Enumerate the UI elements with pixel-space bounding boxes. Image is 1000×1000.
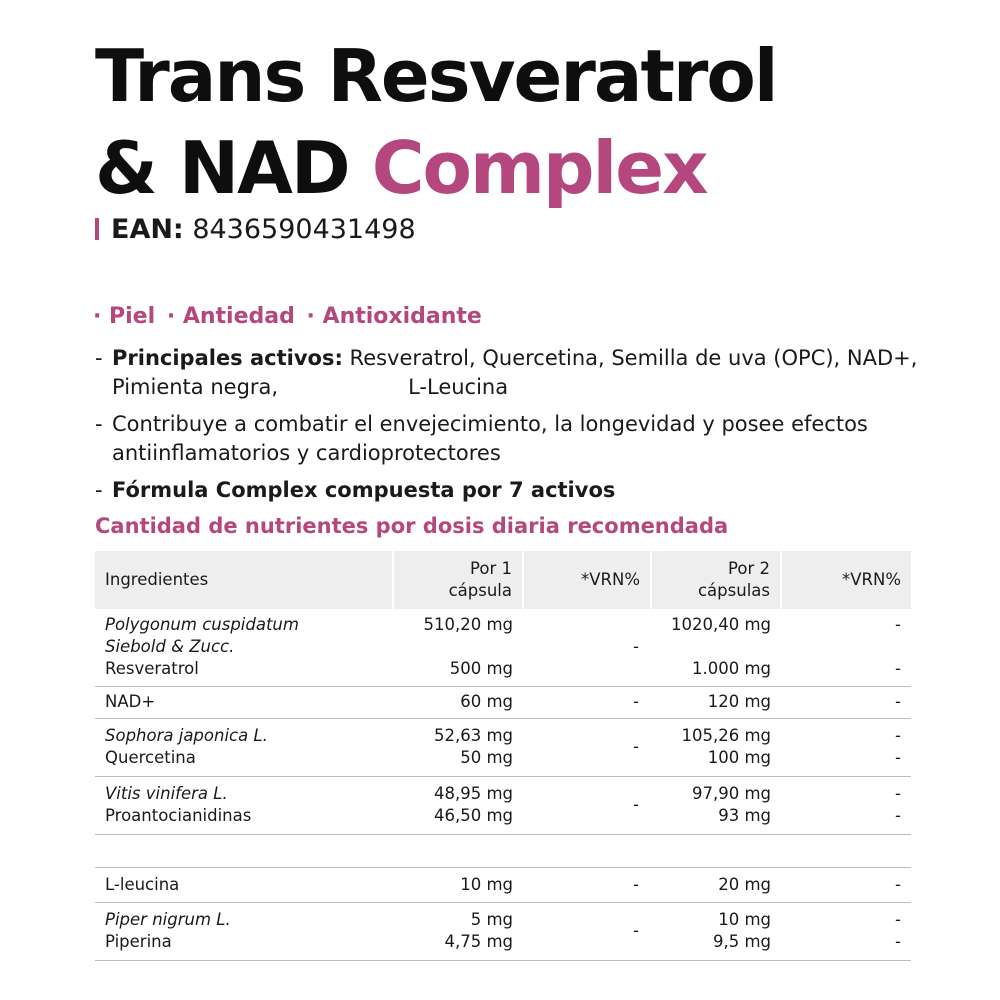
ingredient-cell: NAD+ [95, 686, 393, 719]
vrn-1-cell: - [523, 609, 651, 687]
ingredient-cell: Polygonum cuspidatum Siebold & Zucc. Res… [95, 609, 393, 687]
table-header-row: Ingredientes Por 1 cápsula *VRN% Por 2 cáp… [95, 551, 911, 609]
header-ingredients: Ingredientes [95, 551, 394, 609]
vrn-1-cell: - [523, 776, 651, 835]
feature-list: - Principales activos: Resveratrol, Quer… [95, 344, 955, 513]
vrn-2-cell: - [781, 686, 911, 719]
tag-piel: · Piel [93, 304, 156, 329]
table-row: L-leucina 10 mg - 20 mg - [95, 867, 911, 903]
header-vrn-2: *VRN% [781, 551, 911, 609]
ean-accent-bar [95, 218, 99, 240]
per-1-cell: 10 mg [393, 867, 523, 903]
product-title: Trans Resveratrol & NAD Complex [95, 30, 779, 214]
feature-item-actives: - Principales activos: Resveratrol, Quer… [95, 344, 955, 402]
dash: - [95, 346, 103, 370]
actives-line2b: L-Leucina [408, 375, 509, 399]
title-line-1: Trans Resveratrol [95, 34, 779, 118]
title-line-2b-accent: Complex [371, 126, 709, 210]
dash: - [95, 412, 103, 436]
ean-line: EAN: 8436590431498 [95, 212, 416, 248]
ingredient-cell: Piper nigrum L. Piperina [95, 902, 393, 961]
actives-line2a: Pimienta negra, [112, 375, 279, 399]
table-row: Piper nigrum L. Piperina 5 mg 4,75 mg - 10… [95, 902, 911, 961]
table-row: NAD+ 60 mg - 120 mg - [95, 686, 911, 719]
nutrients-heading: Cantidad de nutrientes por dosis diaria … [95, 514, 729, 538]
header-per-2: Por 2 cápsulas [651, 551, 782, 609]
ean-value: 8436590431498 [192, 214, 416, 245]
per-2-cell: 10 mg 9,5 mg [651, 902, 781, 961]
ingredient-cell: L-leucina [95, 867, 393, 903]
ingredient-cell: Sophora japonica L. Quercetina [95, 718, 393, 777]
feature-item-formula: - Fórmula Complex compuesta por 7 activo… [95, 476, 955, 505]
actives-text: Resveratrol, Quercetina, Semilla de uva … [342, 346, 918, 370]
vrn-2-cell: -- [781, 718, 911, 777]
table-row-empty [95, 834, 911, 868]
per-1-cell: 60 mg [393, 686, 523, 719]
title-line-2a: & NAD [95, 126, 351, 210]
actives-label: Principales activos: [112, 346, 343, 370]
per-1-cell: 510,20 mg 500 mg [393, 609, 523, 687]
vrn-1-cell: - [523, 686, 651, 719]
tag-antiedad: · Antiedad [166, 304, 295, 329]
tag-antioxidante: · Antioxidante [306, 304, 482, 329]
ingredient-cell: Vitis vinifera L. Proantocianidinas [95, 776, 393, 835]
per-1-cell: 5 mg 4,75 mg [393, 902, 523, 961]
per-2-cell: 97,90 mg 93 mg [651, 776, 781, 835]
per-1-cell: 48,95 mg 46,50 mg [393, 776, 523, 835]
vrn-2-cell: - [781, 867, 911, 903]
vrn-2-cell: -- [781, 902, 911, 961]
vrn-2-cell: -- [781, 776, 911, 835]
feature-item-benefits: - Contribuye a combatir el envejecimient… [95, 410, 955, 468]
vrn-1-cell: - [523, 867, 651, 903]
header-per-1: Por 1 cápsula [393, 551, 524, 609]
nutrients-table: Ingredientes Por 1 cápsula *VRN% Por 2 cáp… [95, 551, 911, 961]
table-row: Polygonum cuspidatum Siebold & Zucc. Res… [95, 609, 911, 687]
vrn-1-cell: - [523, 902, 651, 961]
per-2-cell: 105,26 mg 100 mg [651, 718, 781, 777]
header-vrn-1: *VRN% [523, 551, 652, 609]
dash: - [95, 478, 103, 502]
vrn-2-cell: - - [781, 609, 911, 687]
table-row: Vitis vinifera L. Proantocianidinas 48,95… [95, 776, 911, 835]
per-2-cell: 120 mg [651, 686, 781, 719]
benefits-line2: antiinflamatorios y cardioprotectores [112, 441, 501, 465]
per-1-cell: 52,63 mg 50 mg [393, 718, 523, 777]
per-2-cell: 1020,40 mg 1.000 mg [651, 609, 781, 687]
per-2-cell: 20 mg [651, 867, 781, 903]
benefits-line1: Contribuye a combatir el envejecimiento,… [112, 412, 868, 436]
vrn-1-cell: - [523, 718, 651, 777]
formula-text: Fórmula Complex compuesta por 7 activos [112, 478, 616, 502]
benefit-tags: · Piel · Antiedad · Antioxidante [93, 304, 486, 329]
table-row: Sophora japonica L. Quercetina 52,63 mg 50… [95, 718, 911, 777]
ean-label: EAN: [111, 214, 184, 245]
